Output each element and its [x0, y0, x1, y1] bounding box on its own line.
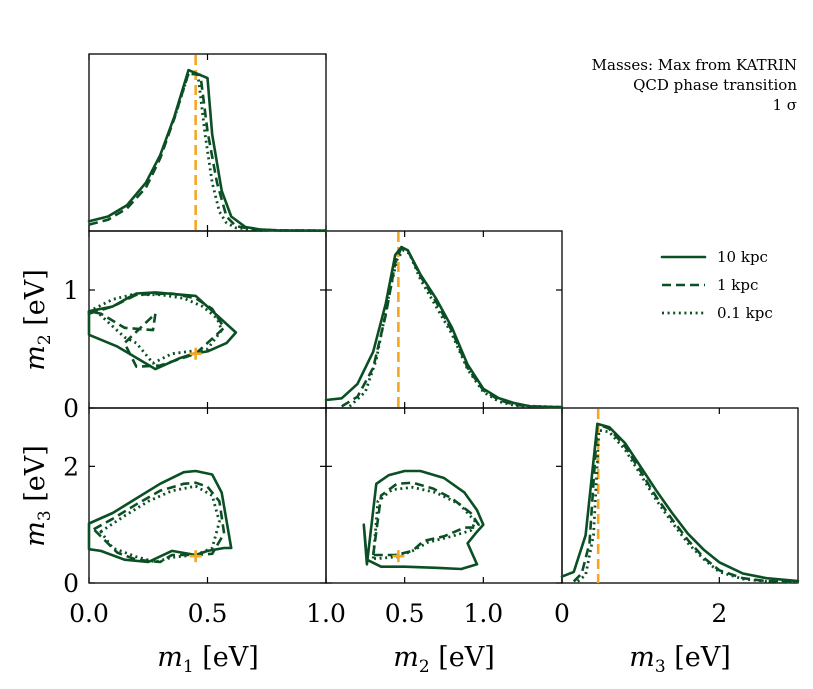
marginal-curve-m2-10kpc — [324, 245, 564, 409]
contour-m1-m3-1kpc — [92, 481, 226, 564]
marginal-panel-m3 — [561, 407, 799, 584]
contour-m2-m3-10kpc — [362, 469, 485, 571]
x-axis-title-m1: m1 [eV] — [157, 642, 259, 677]
marginal-curve-m1-0.1kpc — [172, 71, 327, 233]
contour-panel-m1-m3 — [88, 407, 327, 584]
axis-unit: [eV] — [666, 642, 731, 673]
marginal-curve-m1-1kpc — [88, 72, 327, 232]
panel-frame — [325, 230, 563, 409]
axis-unit: [eV] — [194, 642, 259, 673]
axis-symbol: m — [393, 642, 419, 673]
x-tick-label-m3: 2 — [711, 599, 727, 628]
contour-m2-m3-0.1kpc — [371, 485, 477, 560]
axis-subscript: 2 — [35, 334, 55, 345]
legend: 10 kpc 1 kpc 0.1 kpc — [660, 248, 773, 322]
axis-unit: [eV] — [20, 445, 51, 510]
x-axis-title-m3: m3 [eV] — [629, 642, 731, 677]
y-axis-title-m3: m3 [eV] — [20, 445, 55, 547]
legend-label-10kpc: 10 kpc — [717, 248, 768, 266]
panel-frame — [88, 407, 327, 584]
axis-subscript: 3 — [35, 510, 55, 521]
marginal-curve-m3-10kpc — [560, 422, 800, 583]
axis-subscript: 1 — [183, 657, 194, 677]
marginal-curve-m3-1kpc — [572, 422, 799, 584]
x-tick-label-m2: 0.5 — [385, 599, 425, 628]
marginal-curve-m3-0.1kpc — [576, 428, 799, 584]
annotation-line-3: 1 σ — [772, 96, 797, 114]
x-tick-label-m1: 1.0 — [306, 599, 346, 628]
axis-subscript: 3 — [655, 657, 666, 677]
contour-m1-m3-0.1kpc — [99, 484, 221, 564]
x-tick-label-m2: 1.0 — [463, 599, 503, 628]
annotation: Masses: Max from KATRIN QCD phase transi… — [592, 56, 798, 114]
axis-ticks: 0.0 0.5 1.0 0.5 1.0 0 2 0 1 0 2 — [63, 54, 727, 628]
axis-titles: m1 [eV] m2 [eV] m3 [eV] m2 [eV] m3 [eV] — [20, 269, 731, 677]
data-curves — [87, 55, 800, 584]
x-tick-label-m1: 0.0 — [69, 599, 109, 628]
x-axis-title-m2: m2 [eV] — [393, 642, 495, 677]
y-tick-label-m3: 2 — [63, 452, 79, 481]
axis-symbol: m — [157, 642, 183, 673]
panel-frame — [88, 230, 327, 409]
axis-symbol: m — [20, 345, 51, 371]
contour-m1-m3-10kpc — [87, 469, 233, 564]
y-axis-title-m2: m2 [eV] — [20, 269, 55, 371]
contour-panel-m1-m2 — [88, 230, 327, 409]
legend-label-1kpc: 1 kpc — [717, 276, 758, 294]
axis-symbol: m — [20, 521, 51, 547]
x-tick-label-m1: 0.5 — [188, 599, 228, 628]
y-tick-label-m3: 0 — [63, 569, 79, 598]
annotation-line-1: Masses: Max from KATRIN — [592, 56, 797, 74]
axis-unit: [eV] — [430, 642, 495, 673]
x-tick-label-m3: 0 — [554, 599, 570, 628]
marginal-panel-m2 — [325, 230, 563, 409]
axis-subscript: 2 — [419, 657, 430, 677]
panel-frame — [561, 407, 799, 584]
legend-label-0.1kpc: 0.1 kpc — [717, 304, 773, 322]
contour-m1-m2-0.1kpc — [92, 293, 224, 365]
marginal-curve-m1-10kpc — [87, 68, 328, 232]
y-tick-label-m2: 1 — [63, 276, 79, 305]
y-tick-label-m2: 0 — [63, 394, 79, 423]
contour-m2-m3-1kpc — [371, 481, 480, 557]
axis-unit: [eV] — [20, 269, 51, 334]
annotation-line-2: QCD phase transition — [633, 76, 797, 94]
axis-symbol: m — [629, 642, 655, 673]
